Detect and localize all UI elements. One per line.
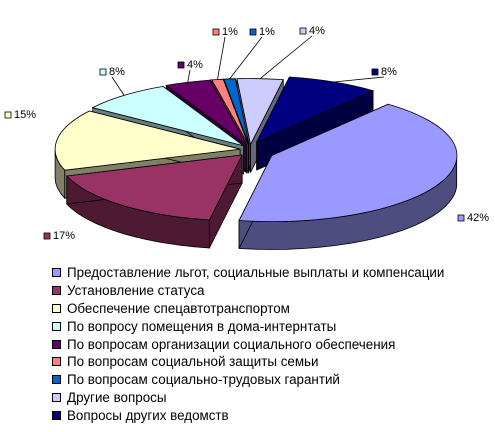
legend-item: Другие вопросы (52, 389, 444, 407)
pie-slice-top (91, 85, 244, 147)
slice-value-label: 8% (99, 66, 125, 96)
pie-slice-top (236, 78, 284, 146)
slice-value-label: 1% (229, 26, 275, 80)
legend-label: По вопросам социальной защиты семьи (67, 354, 319, 370)
legend-label: Обеспечение спецавтотранспортом (67, 300, 290, 316)
label-swatch (99, 68, 107, 76)
slice-value-label: 42% (457, 212, 489, 224)
pie-slice-top (238, 103, 458, 222)
slice-percent-text: 8% (109, 66, 125, 78)
label-swatch (212, 28, 220, 36)
legend-item: Установление статуса (52, 282, 444, 300)
legend-swatch (52, 392, 61, 402)
legend-swatch (52, 410, 61, 420)
label-swatch (249, 28, 257, 36)
leader-line (217, 36, 226, 80)
legend-label: Предоставление льгот, социальные выплаты… (67, 265, 445, 281)
label-swatch (4, 111, 12, 119)
legend-label: Другие вопросы (67, 389, 167, 405)
slice-percent-text: 1% (259, 26, 275, 38)
legend-item: По вопросам социальной защиты семьи (52, 353, 444, 371)
label-swatch (177, 61, 185, 69)
leader-line (187, 69, 191, 83)
label-swatch (457, 214, 465, 222)
legend-swatch (52, 339, 61, 349)
legend-label: По вопросам организации социального обес… (67, 336, 396, 352)
label-swatch (43, 232, 51, 240)
legend-item: Вопросы других ведомств (52, 406, 444, 424)
legend-swatch (52, 303, 61, 313)
legend-item: По вопросам организации социального обес… (52, 335, 444, 353)
legend-item: По вопросам социально-трудовых гарантий (52, 371, 444, 389)
legend-swatch (52, 268, 61, 278)
pie-slice-top (165, 79, 248, 146)
legend-item: По вопросу помещения в дома-интернтаты (52, 317, 444, 335)
slice-percent-text: 15% (14, 109, 36, 121)
legend-label: Вопросы других ведомств (67, 407, 229, 423)
slice-value-label: 4% (177, 59, 203, 83)
pie-slice-top (255, 76, 375, 143)
slice-percent-text: 8% (381, 66, 397, 78)
leader-line (111, 76, 125, 96)
legend-item: Предоставление льгот, социальные выплаты… (52, 264, 444, 282)
label-swatch (371, 68, 379, 76)
slice-percent-text: 17% (53, 230, 75, 242)
legend-swatch (52, 321, 61, 331)
slice-value-label: 17% (43, 230, 75, 242)
slice-percent-text: 4% (309, 25, 325, 37)
legend-label: Установление статуса (67, 283, 205, 299)
legend-item: Обеспечение спецавтотранспортом (52, 300, 444, 318)
slice-percent-text: 42% (467, 212, 489, 224)
chart-legend: Предоставление льгот, социальные выплаты… (52, 264, 444, 424)
slice-value-label: 1% (212, 26, 238, 80)
slice-percent-text: 4% (187, 59, 203, 71)
legend-label: По вопросу помещения в дома-интернтаты (67, 318, 337, 334)
slice-percent-text: 1% (222, 26, 238, 38)
legend-swatch (52, 357, 61, 367)
label-swatch (299, 27, 307, 35)
leader-line (259, 35, 313, 79)
slice-value-label: 8% (333, 66, 397, 83)
pie-slice-top (211, 78, 249, 145)
leader-line (229, 36, 263, 80)
legend-swatch (52, 375, 61, 385)
pie-slice-top (65, 154, 243, 221)
legend-label: По вопросам социально-трудовых гарантий (67, 372, 340, 388)
legend-swatch (52, 286, 61, 296)
slice-value-label: 15% (4, 109, 36, 121)
pie-slice-top (54, 110, 241, 171)
leader-line (333, 76, 385, 83)
slice-value-label: 4% (259, 25, 325, 79)
